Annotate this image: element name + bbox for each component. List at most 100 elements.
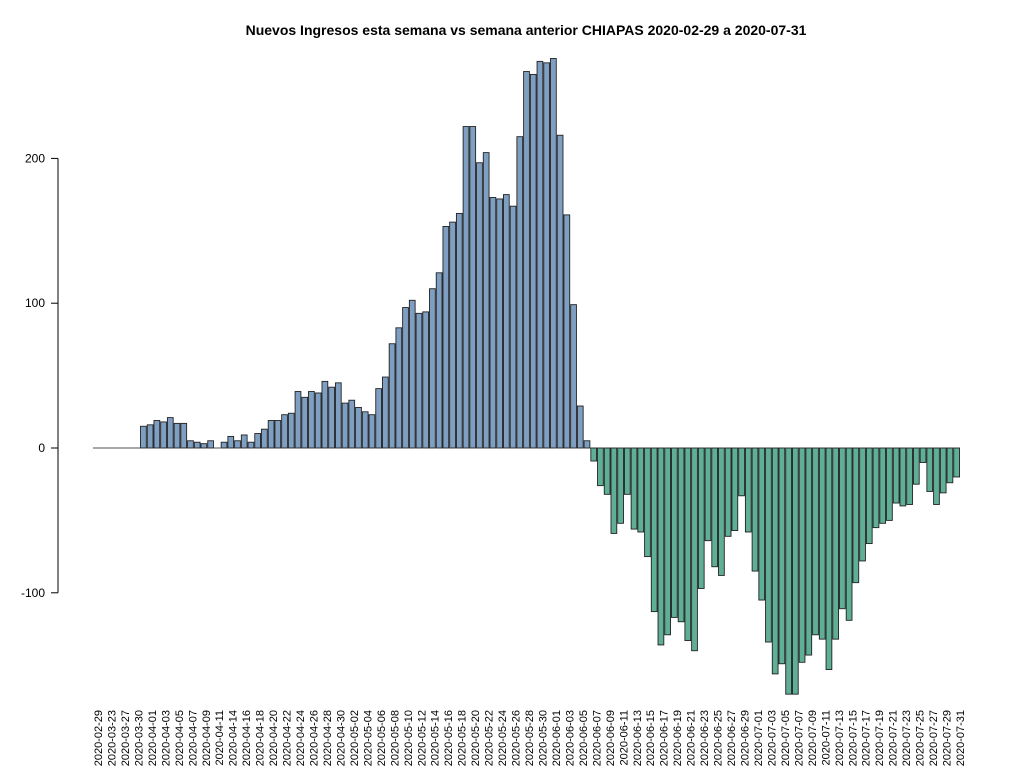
bar	[543, 62, 551, 449]
bar	[308, 391, 315, 449]
x-tick-label: 2020-03-27	[120, 710, 132, 766]
bar	[691, 447, 698, 652]
x-tick-label: 2020-04-18	[255, 710, 267, 766]
x-tick-label: 2020-07-07	[793, 710, 805, 766]
x-tick-label: 2020-05-10	[403, 710, 415, 766]
bar	[583, 440, 591, 449]
bar	[556, 134, 564, 449]
x-tick-label: 2020-04-20	[268, 710, 280, 766]
bar	[449, 221, 456, 449]
bar	[489, 197, 497, 449]
bar	[765, 447, 772, 643]
bar	[247, 441, 255, 449]
x-tick-label: 2020-05-12	[416, 710, 428, 766]
x-tick-label: 2020-07-09	[807, 710, 819, 766]
bar	[919, 447, 927, 463]
bar	[812, 447, 819, 636]
x-tick-label: 2020-06-11	[618, 710, 630, 765]
bar	[294, 391, 302, 449]
x-tick-label: 2020-07-15	[847, 710, 859, 766]
bar	[704, 447, 712, 542]
x-tick-label: 2020-04-11	[214, 710, 226, 765]
bar	[791, 447, 799, 695]
x-tick-label: 2020-04-22	[282, 710, 294, 766]
bar	[879, 447, 887, 524]
bar	[502, 194, 510, 449]
bar	[254, 433, 262, 449]
bar	[267, 420, 275, 449]
bar	[630, 447, 638, 530]
bar	[650, 447, 658, 613]
bar	[798, 447, 806, 663]
bar	[348, 399, 356, 449]
x-axis-labels: 2020-02-29 2020-03-23 2020-03-27 2020-03-30…	[93, 710, 967, 766]
x-tick-label: 2020-04-07	[187, 710, 199, 766]
y-tick-label: 200	[25, 151, 45, 165]
bar	[731, 447, 739, 531]
bar	[153, 420, 161, 449]
x-tick-label: 2020-07-23	[901, 710, 913, 766]
y-tick-label: 0	[38, 441, 45, 455]
bar	[287, 412, 295, 449]
bar	[926, 447, 934, 492]
bar	[623, 447, 631, 495]
x-tick-label: 2020-04-28	[322, 710, 334, 766]
x-tick-label: 2020-06-05	[578, 710, 590, 766]
bar	[166, 417, 174, 449]
bar	[684, 447, 692, 642]
x-tick-label: 2020-07-29	[942, 710, 954, 766]
bar	[341, 402, 349, 449]
bar	[664, 447, 671, 636]
bar	[677, 447, 685, 623]
x-tick-label: 2020-04-16	[241, 710, 253, 766]
bar	[220, 441, 228, 449]
bar	[334, 382, 342, 449]
bar	[321, 380, 329, 449]
bar	[771, 447, 779, 675]
x-tick-label: 2020-06-17	[659, 710, 671, 766]
x-tick-label: 2020-04-26	[309, 710, 321, 766]
bar	[933, 447, 940, 505]
x-tick-label: 2020-05-08	[389, 710, 401, 766]
bar	[328, 386, 335, 449]
x-tick-label: 2020-06-23	[699, 710, 711, 766]
bar	[865, 447, 873, 545]
bar	[361, 411, 369, 449]
bar	[671, 447, 678, 618]
bar	[872, 447, 880, 529]
bar	[301, 396, 309, 449]
bar	[482, 152, 490, 449]
bar	[200, 443, 208, 449]
x-tick-label: 2020-05-06	[376, 710, 388, 766]
bar	[617, 447, 624, 524]
bar	[382, 376, 389, 449]
x-tick-label: 2020-06-01	[551, 710, 563, 766]
x-tick-label: 2020-02-29	[93, 710, 105, 766]
x-tick-label: 2020-03-23	[106, 710, 118, 766]
x-tick-label: 2020-04-09	[201, 710, 213, 766]
bar	[939, 447, 947, 494]
x-tick-label: 2020-07-31	[955, 710, 967, 766]
x-tick-label: 2020-05-30	[537, 710, 549, 766]
bar	[140, 425, 147, 449]
bar	[563, 214, 571, 449]
x-tick-label: 2020-07-19	[874, 710, 886, 766]
x-tick-label: 2020-06-03	[564, 710, 576, 766]
bar	[610, 447, 618, 534]
bar	[314, 392, 322, 449]
bar	[388, 343, 396, 449]
x-tick-label: 2020-05-16	[443, 710, 455, 766]
bar	[597, 447, 604, 487]
x-tick-label: 2020-06-25	[713, 710, 725, 766]
bar	[711, 447, 719, 568]
bar	[637, 447, 645, 533]
x-tick-label: 2020-06-29	[740, 710, 752, 766]
bar	[818, 447, 826, 640]
x-tick-label: 2020-05-02	[349, 710, 361, 766]
bar	[395, 327, 403, 449]
bar	[160, 421, 167, 449]
bar	[738, 447, 745, 497]
x-tick-label: 2020-05-22	[484, 710, 496, 766]
bar	[724, 447, 732, 537]
